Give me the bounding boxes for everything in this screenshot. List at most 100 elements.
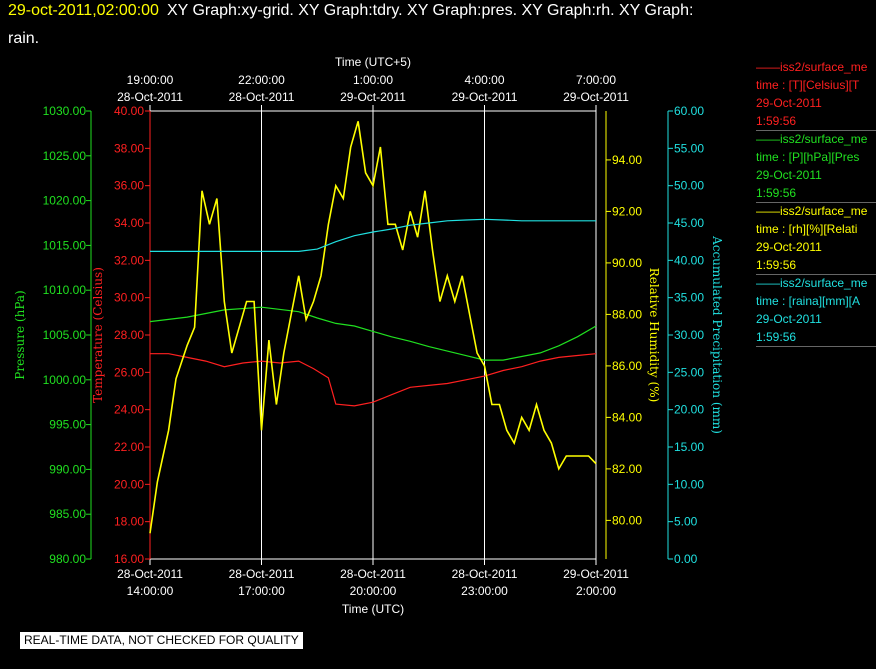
temperature-axis-title: Temperature (Celsius) — [91, 267, 105, 403]
x-tick-date: 28-Oct-2011 — [452, 567, 518, 581]
rh-tick-label: 82.00 — [612, 462, 642, 476]
legend-date: 29-Oct-2011 — [756, 168, 822, 182]
temperature-tick-label: 30.00 — [114, 291, 144, 305]
temperature-tick-label: 36.00 — [114, 179, 144, 193]
pressure-tick-label: 1030.00 — [43, 104, 87, 118]
x-top-tick-date: 28-Oct-2011 — [229, 90, 295, 104]
header-title-continued: rain. — [8, 30, 40, 47]
legend-variable: time : [P][hPa][Pres — [756, 150, 860, 164]
legend-variable: time : [raina][mm][A — [756, 294, 861, 308]
x-tick-time: 20:00:00 — [350, 584, 397, 598]
x-top-tick-date: 28-Oct-2011 — [117, 90, 183, 104]
legend-series-name: ——iss2/surface_me — [756, 204, 868, 218]
rh-tick-label: 90.00 — [612, 256, 642, 270]
rh-tick-label: 80.00 — [612, 513, 642, 527]
legend-time: 1:59:56 — [756, 186, 797, 200]
legend-series-name: ——iss2/surface_me — [756, 60, 868, 74]
temperature-tick-label: 32.00 — [114, 253, 144, 267]
rh-axis-title: Relative Humidity (%) — [647, 268, 661, 403]
series-T — [150, 353, 597, 407]
precip-tick-label: 55.00 — [674, 141, 704, 155]
pressure-tick-label: 990.00 — [49, 462, 86, 476]
legend-series-name: ——iss2/surface_me — [756, 276, 868, 290]
legend-time: 1:59:56 — [756, 330, 797, 344]
pressure-tick-label: 1010.00 — [43, 283, 87, 297]
rh-tick-label: 92.00 — [612, 204, 642, 218]
legend-time: 1:59:56 — [756, 258, 797, 272]
x-top-tick-date: 29-Oct-2011 — [452, 90, 518, 104]
precip-tick-label: 35.00 — [674, 291, 704, 305]
precip-tick-label: 0.00 — [674, 552, 698, 566]
x-tick-date: 28-Oct-2011 — [229, 567, 295, 581]
precip-tick-label: 45.00 — [674, 216, 704, 230]
precip-tick-label: 10.00 — [674, 477, 704, 491]
x-top-tick-time: 1:00:00 — [353, 73, 393, 87]
x-tick-time: 17:00:00 — [238, 584, 285, 598]
temperature-tick-label: 16.00 — [114, 552, 144, 566]
series-rh — [149, 121, 597, 534]
legend-variable: time : [T][Celsius][T — [756, 78, 860, 92]
pressure-tick-label: 980.00 — [49, 552, 86, 566]
temperature-tick-label: 40.00 — [114, 104, 144, 118]
x-top-tick-time: 22:00:00 — [238, 73, 285, 87]
x-axis-label: Time (UTC) — [342, 602, 404, 616]
x-tick-date: 29-Oct-2011 — [563, 567, 629, 581]
legend-series-name: ——iss2/surface_me — [756, 132, 868, 146]
pressure-tick-label: 1025.00 — [43, 149, 87, 163]
x-top-tick-time: 19:00:00 — [127, 73, 174, 87]
x-tick-time: 23:00:00 — [461, 584, 508, 598]
legend-date: 29-Oct-2011 — [756, 312, 822, 326]
precip-tick-label: 20.00 — [674, 403, 704, 417]
precip-tick-label: 5.00 — [674, 515, 698, 529]
temperature-tick-label: 20.00 — [114, 477, 144, 491]
pressure-tick-label: 1005.00 — [43, 328, 87, 342]
temperature-tick-label: 24.00 — [114, 403, 144, 417]
x-tick-time: 2:00:00 — [576, 584, 616, 598]
x-top-tick-time: 7:00:00 — [576, 73, 616, 87]
rh-tick-label: 86.00 — [612, 359, 642, 373]
x-top-tick-time: 4:00:00 — [464, 73, 504, 87]
temperature-tick-label: 38.00 — [114, 141, 144, 155]
rh-tick-label: 94.00 — [612, 153, 642, 167]
series-P — [149, 306, 597, 361]
precip-tick-label: 40.00 — [674, 253, 704, 267]
precip-tick-label: 25.00 — [674, 365, 704, 379]
header-title: XY Graph:xy-grid. XY Graph:tdry. XY Grap… — [166, 2, 694, 19]
precip-tick-label: 50.00 — [674, 179, 704, 193]
x-tick-date: 28-Oct-2011 — [340, 567, 406, 581]
series-raina — [150, 218, 596, 252]
temperature-tick-label: 26.00 — [114, 365, 144, 379]
rh-tick-label: 84.00 — [612, 410, 642, 424]
x-top-tick-date: 29-Oct-2011 — [340, 90, 406, 104]
qc-note: REAL-TIME DATA, NOT CHECKED FOR QUALITY — [20, 632, 303, 649]
x-top-axis-label: Time (UTC+5) — [335, 55, 411, 69]
precip-tick-label: 15.00 — [674, 440, 704, 454]
legend-date: 29-Oct-2011 — [756, 96, 822, 110]
rh-tick-label: 88.00 — [612, 307, 642, 321]
legend-time: 1:59:56 — [756, 114, 797, 128]
temperature-tick-label: 22.00 — [114, 440, 144, 454]
x-top-tick-date: 29-Oct-2011 — [563, 90, 629, 104]
temperature-tick-label: 18.00 — [114, 515, 144, 529]
pressure-tick-label: 1000.00 — [43, 373, 87, 387]
temperature-tick-label: 34.00 — [114, 216, 144, 230]
precip-axis-title: Accumulated Precipitation (mm) — [710, 235, 724, 434]
pressure-tick-label: 1020.00 — [43, 194, 87, 208]
legend-variable: time : [rh][%][Relati — [756, 222, 858, 236]
header-time: 29-oct-2011,02:00:00 — [8, 2, 159, 19]
pressure-tick-label: 1015.00 — [43, 238, 87, 252]
temperature-tick-label: 28.00 — [114, 328, 144, 342]
x-tick-date: 28-Oct-2011 — [117, 567, 183, 581]
pressure-axis-title: Pressure (hPa) — [13, 290, 27, 379]
precip-tick-label: 30.00 — [674, 328, 704, 342]
pressure-tick-label: 995.00 — [49, 418, 86, 432]
pressure-tick-label: 985.00 — [49, 507, 86, 521]
header: 29-oct-2011,02:00:00 XY Graph:xy-grid. XY… — [8, 2, 693, 20]
legend-date: 29-Oct-2011 — [756, 240, 822, 254]
precip-tick-label: 60.00 — [674, 104, 704, 118]
